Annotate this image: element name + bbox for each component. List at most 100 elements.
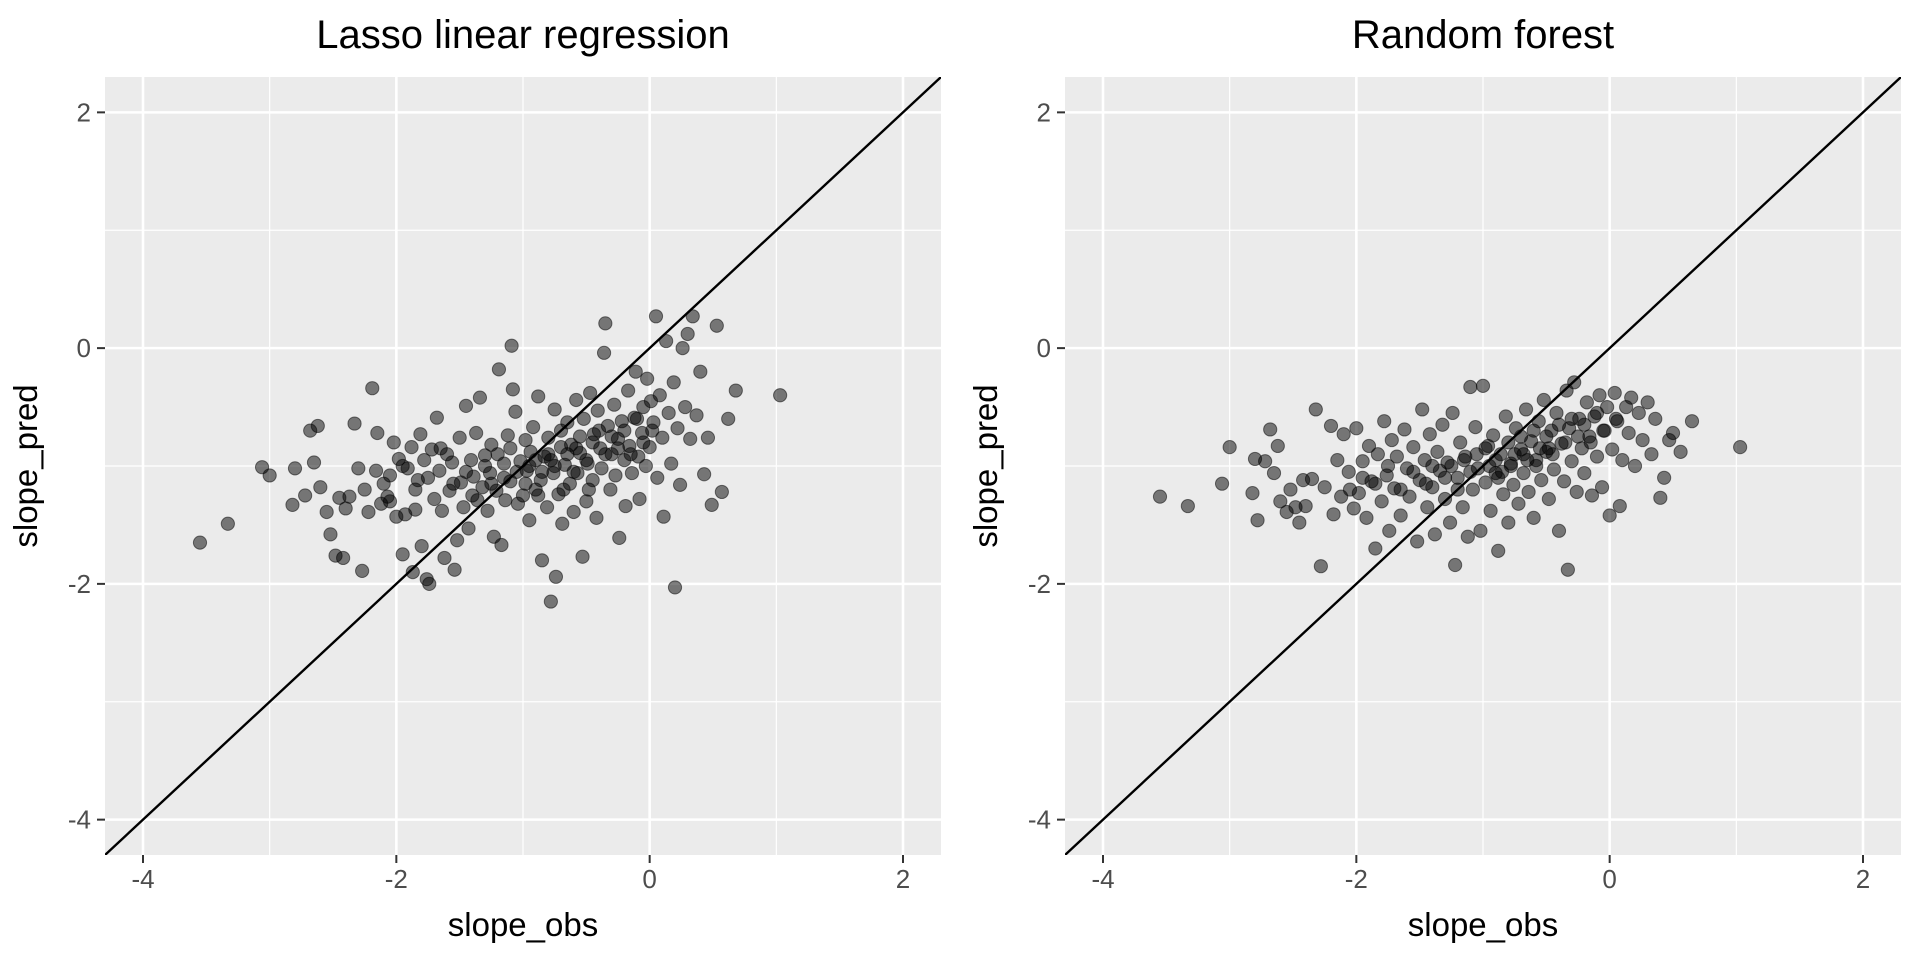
data-point xyxy=(664,456,679,471)
x-axis-title: slope_obs xyxy=(1408,906,1558,943)
data-point xyxy=(1621,425,1636,441)
data-point xyxy=(590,403,605,418)
data-point xyxy=(306,455,322,470)
data-point xyxy=(504,338,519,353)
data-point xyxy=(432,463,447,478)
data-point xyxy=(1427,527,1442,542)
data-point xyxy=(518,432,533,448)
data-point xyxy=(413,427,428,442)
data-point xyxy=(576,411,591,426)
data-point xyxy=(1444,458,1459,474)
data-point xyxy=(1368,476,1383,491)
data-point xyxy=(1612,498,1627,514)
data-point xyxy=(1389,449,1404,464)
y-tick-label: -2 xyxy=(1028,569,1051,599)
data-point xyxy=(458,398,474,413)
data-point xyxy=(1442,515,1458,530)
data-point xyxy=(569,392,584,408)
data-point xyxy=(437,550,452,566)
data-point xyxy=(456,500,471,515)
data-point xyxy=(675,341,690,356)
data-point xyxy=(1456,453,1472,468)
data-point xyxy=(287,461,303,476)
data-point xyxy=(405,564,420,580)
data-point xyxy=(607,397,622,412)
data-point xyxy=(1615,453,1630,468)
data-point xyxy=(1418,476,1434,491)
data-point xyxy=(1569,484,1584,500)
data-point xyxy=(1577,417,1592,432)
scatter-points xyxy=(192,309,788,609)
data-point xyxy=(1564,411,1579,426)
panel-lasso: -4 -2 0 2 -4 -2 0 2 Lasso linear regression slope… xyxy=(7,13,941,943)
x-tick-label: -2 xyxy=(385,864,408,894)
data-point xyxy=(1422,427,1437,442)
data-point xyxy=(1468,420,1483,435)
data-point xyxy=(1549,405,1564,421)
data-point xyxy=(1475,378,1491,393)
data-point xyxy=(422,576,437,591)
data-point xyxy=(1406,440,1421,455)
data-point xyxy=(1516,465,1531,481)
y-tick-label: 0 xyxy=(77,333,91,363)
data-point xyxy=(1463,379,1478,395)
data-point xyxy=(617,423,632,438)
data-point xyxy=(1453,435,1468,450)
data-point xyxy=(591,423,607,438)
data-point xyxy=(1270,438,1285,454)
data-point xyxy=(429,410,444,425)
data-point xyxy=(1478,475,1493,490)
data-point xyxy=(575,549,590,564)
data-point xyxy=(370,425,385,441)
data-point xyxy=(650,470,665,485)
data-point xyxy=(1465,482,1480,497)
data-point xyxy=(313,480,328,495)
data-point xyxy=(1657,470,1672,485)
data-point xyxy=(583,385,598,401)
data-point xyxy=(1292,515,1307,530)
data-point xyxy=(1374,494,1389,509)
data-point xyxy=(670,421,685,436)
data-point xyxy=(1506,477,1521,492)
data-point xyxy=(655,430,670,445)
data-point xyxy=(1359,510,1374,525)
y-tick-label: 2 xyxy=(77,97,91,127)
data-point xyxy=(1273,494,1288,509)
axes: -4 -2 0 2 -4 -2 0 2 xyxy=(68,97,910,894)
data-point xyxy=(1152,489,1168,504)
data-point xyxy=(598,316,613,331)
data-point xyxy=(1380,458,1396,474)
data-point xyxy=(1349,421,1364,436)
data-point xyxy=(472,390,488,405)
data-point xyxy=(556,482,571,497)
data-point xyxy=(683,431,698,446)
y-axis-title: slope_pred xyxy=(7,384,44,547)
data-point xyxy=(555,516,570,531)
data-point xyxy=(1583,435,1598,450)
data-point xyxy=(1541,491,1556,507)
x-tick-label: 2 xyxy=(896,864,910,894)
data-point xyxy=(1541,441,1556,456)
data-point xyxy=(652,388,667,403)
data-point xyxy=(505,382,520,397)
data-point xyxy=(1503,458,1518,474)
data-point xyxy=(1589,405,1605,421)
data-point xyxy=(1624,390,1639,405)
data-point xyxy=(1570,429,1586,444)
data-point xyxy=(566,464,581,479)
data-point xyxy=(192,535,208,550)
data-point xyxy=(310,418,325,434)
data-point xyxy=(1526,423,1541,438)
panel-title: Lasso linear regression xyxy=(316,13,730,57)
data-point xyxy=(298,488,313,503)
data-point xyxy=(704,497,719,512)
data-point xyxy=(714,484,729,500)
data-point xyxy=(342,489,357,504)
data-point xyxy=(1410,534,1425,549)
data-point xyxy=(1342,482,1358,497)
data-point xyxy=(498,493,513,508)
data-point xyxy=(539,500,555,515)
data-point xyxy=(1323,418,1339,434)
data-point xyxy=(323,527,338,542)
data-point xyxy=(420,470,436,485)
